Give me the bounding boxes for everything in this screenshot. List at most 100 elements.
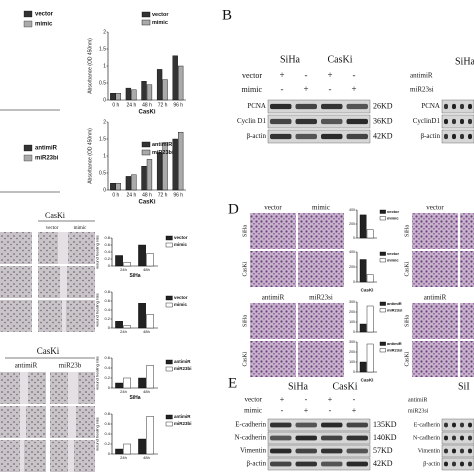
legend-label: mimic <box>35 22 53 28</box>
blot-band <box>452 448 456 454</box>
bar <box>123 377 131 389</box>
y-tick-label: 0.8 <box>104 289 110 294</box>
bar <box>162 142 168 191</box>
x-tick-label: 48h <box>143 455 150 460</box>
size-label: 26KD <box>373 101 393 110</box>
y-tick-label: 0.2 <box>104 375 110 380</box>
condition: vector <box>242 71 262 80</box>
protein: N-cadherin <box>413 435 440 441</box>
y-tick-label: 400 <box>349 208 355 212</box>
y-axis-label: Absorbance (OD 450nm) <box>87 38 93 94</box>
y-tick-label: 0 <box>108 451 111 456</box>
y-tick-label: 0.4 <box>104 249 110 254</box>
sign: - <box>353 395 356 404</box>
condition: miR23si <box>410 86 434 94</box>
legend-swatch <box>165 295 173 301</box>
legend-swatch <box>165 242 173 248</box>
legend-label: vector <box>174 295 188 300</box>
protein: β-actin <box>423 461 440 467</box>
sign: + <box>328 395 333 404</box>
legend-label: miR23bi <box>174 366 192 371</box>
y-axis-label: wound healing rate <box>95 416 100 451</box>
legend-swatch <box>379 348 386 353</box>
sign: - <box>305 70 308 80</box>
image <box>0 232 32 264</box>
blot-band <box>295 448 317 454</box>
legend-swatch <box>379 251 386 256</box>
group: mimic <box>312 204 330 212</box>
bar <box>123 262 131 267</box>
sign: - <box>281 84 284 94</box>
x-axis-label: SiHa <box>129 395 140 401</box>
blot-lane <box>267 114 371 129</box>
legend-swatch <box>23 144 33 152</box>
blot-lane <box>441 114 474 129</box>
image <box>298 213 344 249</box>
bar <box>146 365 154 389</box>
y-tick-label: 300 <box>349 340 355 344</box>
blot-band <box>346 118 368 125</box>
bar <box>138 244 146 267</box>
y-axis-label: wound healing rate <box>95 292 100 327</box>
blot-band <box>270 133 292 140</box>
x-tick-label: 24h <box>120 267 127 272</box>
bar <box>177 131 184 191</box>
y-tick-label: 0.4 <box>104 307 110 312</box>
cell-line: CasKi <box>328 54 353 65</box>
blot-band <box>321 435 343 441</box>
blot-band <box>452 103 456 110</box>
group: vector <box>264 204 282 212</box>
x-tick-label: 48h <box>143 267 150 272</box>
size-label: 140KD <box>373 433 397 442</box>
bar <box>123 325 131 329</box>
y-tick-label: 400 <box>349 250 355 254</box>
blot-lane <box>441 431 474 445</box>
blot-band <box>460 103 464 110</box>
bar <box>146 416 154 455</box>
blot-band <box>270 461 292 467</box>
legend-label: vector <box>387 209 399 214</box>
blot-band <box>321 448 343 454</box>
blot-band <box>321 461 343 467</box>
bar <box>141 165 147 191</box>
blot-lane <box>267 418 371 432</box>
bar <box>115 255 123 267</box>
blot-band <box>444 118 448 125</box>
bar <box>172 55 178 101</box>
x-tick-label: 96 h <box>173 102 183 108</box>
row-label: CasKi <box>242 351 248 366</box>
y-tick-label: 100 <box>349 360 355 364</box>
bar <box>138 438 146 455</box>
legend-label: antimiR <box>387 341 402 346</box>
protein: β-actin <box>247 460 267 468</box>
blot-band <box>460 461 464 467</box>
row-label: SiHa <box>404 315 410 327</box>
blot-band <box>468 422 472 428</box>
y-tick-label: 0.6 <box>104 298 110 303</box>
y-axis-label: wound healing rate <box>95 355 100 390</box>
blot-lane <box>267 457 371 471</box>
legend-label: mimic <box>174 242 188 247</box>
x-tick-label: 24h <box>120 389 127 394</box>
y-tick-label: 0.4 <box>104 365 110 370</box>
image <box>460 303 474 339</box>
legend-swatch <box>165 359 173 365</box>
x-tick-label: 24h <box>120 455 127 460</box>
bar <box>110 182 116 191</box>
bar <box>138 303 146 329</box>
sign: + <box>279 70 284 80</box>
group: antimiR <box>262 294 285 302</box>
blot-band <box>346 422 368 428</box>
legend-label: mimic <box>152 20 168 26</box>
group-title: CasKi <box>37 346 60 356</box>
bar <box>141 81 147 101</box>
blot-band <box>460 448 464 454</box>
x-axis-label: CasKi <box>138 200 155 206</box>
protein: β-actin <box>247 132 267 140</box>
y-tick-label: 0.8 <box>104 235 110 240</box>
legend-swatch <box>379 216 386 221</box>
x-tick-label: 0 h <box>112 192 119 198</box>
blot-lane <box>441 444 474 458</box>
sign: - <box>281 406 284 415</box>
blot-band <box>321 103 343 110</box>
